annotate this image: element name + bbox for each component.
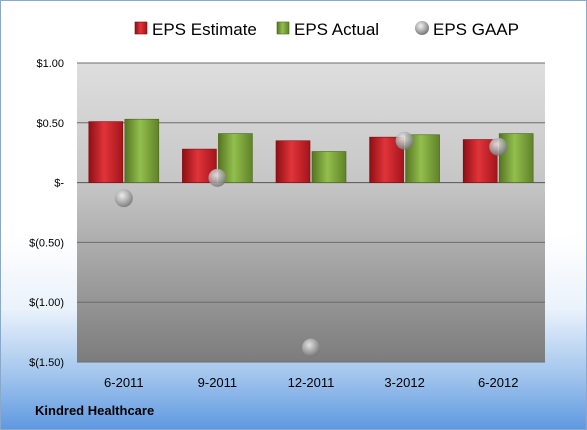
x-axis-ticks: 6-2011 9-2011 12-2011 3-2012 6-2012: [104, 375, 518, 390]
marker-eps-gaap: [489, 137, 508, 156]
x-tick-label: 6-2012: [478, 375, 518, 390]
bar-eps-actual: [311, 151, 347, 183]
y-tick-label: $1.00: [36, 58, 64, 70]
x-tick-label: 12-2011: [288, 375, 335, 390]
legend-swatch-actual: [276, 21, 290, 35]
x-tick-label: 3-2012: [384, 375, 424, 390]
marker-eps-gaap: [395, 131, 414, 150]
marker-eps-gaap: [114, 189, 133, 208]
bar-eps-estimate: [88, 121, 124, 183]
legend: EPS Estimate EPS Actual EPS GAAP: [134, 20, 519, 39]
marker-eps-gaap: [302, 338, 320, 357]
y-tick-label: $(1.00): [29, 297, 64, 309]
y-tick-label: $0.50: [36, 118, 64, 130]
gaap-markers: [114, 131, 508, 357]
x-tick-label: 6-2011: [104, 375, 144, 390]
bar-eps-estimate: [275, 140, 311, 183]
y-tick-label: $(0.50): [29, 237, 64, 249]
y-axis-ticks: $1.00 $0.50 $- $(0.50) $(1.00) $(1.50): [29, 58, 64, 369]
bars: [88, 118, 534, 183]
legend-swatch-estimate: [134, 21, 148, 35]
plot-area: [77, 63, 545, 362]
legend-label: EPS GAAP: [433, 20, 519, 39]
legend-swatch-gaap: [415, 21, 429, 35]
company-name: Kindred Healthcare: [35, 403, 155, 418]
legend-label: EPS Estimate: [152, 20, 257, 39]
bar-eps-actual: [124, 118, 160, 183]
legend-label: EPS Actual: [294, 20, 379, 39]
marker-eps-gaap: [208, 168, 227, 187]
y-tick-label: $(1.50): [29, 357, 64, 369]
x-tick-label: 9-2011: [198, 375, 238, 390]
y-tick-label: $-: [54, 178, 64, 190]
